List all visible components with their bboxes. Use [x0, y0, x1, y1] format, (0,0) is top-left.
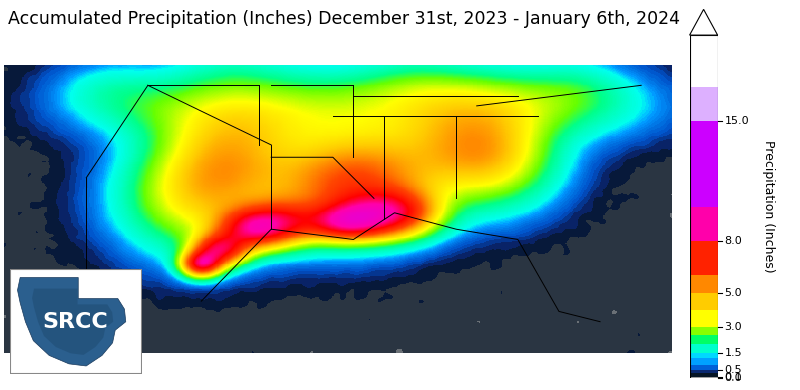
Text: Precipitation (Inches): Precipitation (Inches) — [762, 140, 774, 273]
Bar — [690, 87, 718, 121]
Bar — [690, 373, 718, 377]
Polygon shape — [32, 289, 114, 355]
Bar — [690, 370, 718, 373]
Text: 5.0: 5.0 — [725, 287, 742, 298]
Text: 8.0: 8.0 — [725, 236, 742, 246]
Bar — [690, 353, 718, 358]
Bar — [690, 121, 718, 207]
Bar — [690, 377, 718, 378]
Text: 3.0: 3.0 — [725, 322, 742, 332]
Text: 0.5: 0.5 — [725, 365, 742, 375]
Text: 0.1: 0.1 — [725, 372, 742, 381]
Polygon shape — [18, 278, 126, 366]
Bar — [690, 365, 718, 370]
Bar — [690, 327, 718, 335]
Text: Accumulated Precipitation (Inches) December 31st, 2023 - January 6th, 2024: Accumulated Precipitation (Inches) Decem… — [8, 10, 680, 28]
Bar — [690, 344, 718, 353]
FancyBboxPatch shape — [10, 269, 142, 374]
Text: 15.0: 15.0 — [725, 116, 750, 126]
Bar — [690, 275, 718, 292]
Bar — [690, 35, 718, 87]
Text: SRCC: SRCC — [42, 312, 109, 332]
Bar — [690, 358, 718, 365]
Bar — [690, 310, 718, 327]
Bar — [690, 292, 718, 310]
Bar — [690, 207, 718, 241]
Bar — [690, 241, 718, 275]
Bar — [690, 335, 718, 344]
Text: 1.5: 1.5 — [725, 347, 742, 358]
Text: 0.0: 0.0 — [725, 373, 742, 383]
Polygon shape — [690, 9, 718, 35]
